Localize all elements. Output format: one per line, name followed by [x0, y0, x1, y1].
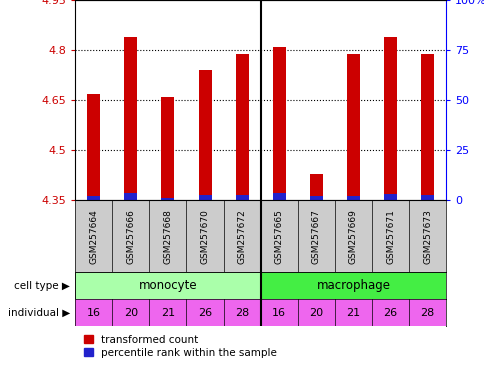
Bar: [124, 37, 137, 200]
Bar: [87, 196, 100, 200]
Bar: [383, 37, 396, 200]
Bar: [272, 47, 285, 200]
Bar: [75, 272, 260, 299]
Text: 28: 28: [420, 308, 434, 318]
Bar: [198, 195, 211, 200]
Legend: transformed count, percentile rank within the sample: transformed count, percentile rank withi…: [80, 331, 280, 361]
Text: 20: 20: [309, 308, 323, 318]
Bar: [309, 174, 322, 200]
Bar: [198, 70, 211, 200]
Text: 26: 26: [197, 308, 212, 318]
Text: 20: 20: [123, 308, 137, 318]
Text: macrophage: macrophage: [316, 279, 390, 292]
Bar: [124, 193, 137, 200]
Text: GSM257664: GSM257664: [89, 209, 98, 264]
Bar: [235, 54, 248, 200]
Text: GSM257665: GSM257665: [274, 209, 283, 264]
Text: GSM257671: GSM257671: [385, 209, 394, 264]
Text: individual ▶: individual ▶: [8, 308, 70, 318]
Text: GSM257669: GSM257669: [348, 209, 357, 264]
Bar: [420, 54, 433, 200]
Text: 26: 26: [383, 308, 397, 318]
Bar: [235, 195, 248, 200]
Bar: [309, 196, 322, 200]
Text: GSM257672: GSM257672: [237, 209, 246, 264]
Text: cell type ▶: cell type ▶: [15, 281, 70, 291]
Text: GSM257666: GSM257666: [126, 209, 135, 264]
Bar: [420, 195, 433, 200]
Bar: [260, 272, 445, 299]
Text: 16: 16: [87, 308, 101, 318]
Bar: [346, 54, 359, 200]
Bar: [161, 97, 174, 200]
Bar: [346, 196, 359, 200]
Text: monocyte: monocyte: [138, 279, 197, 292]
Bar: [161, 198, 174, 200]
Bar: [383, 194, 396, 200]
Text: 21: 21: [161, 308, 175, 318]
Text: 16: 16: [272, 308, 286, 318]
Text: GSM257668: GSM257668: [163, 209, 172, 264]
Text: GSM257673: GSM257673: [422, 209, 431, 264]
Bar: [272, 193, 285, 200]
Text: GSM257667: GSM257667: [311, 209, 320, 264]
Text: 28: 28: [235, 308, 249, 318]
Text: GSM257670: GSM257670: [200, 209, 209, 264]
Text: 21: 21: [346, 308, 360, 318]
Bar: [87, 94, 100, 200]
